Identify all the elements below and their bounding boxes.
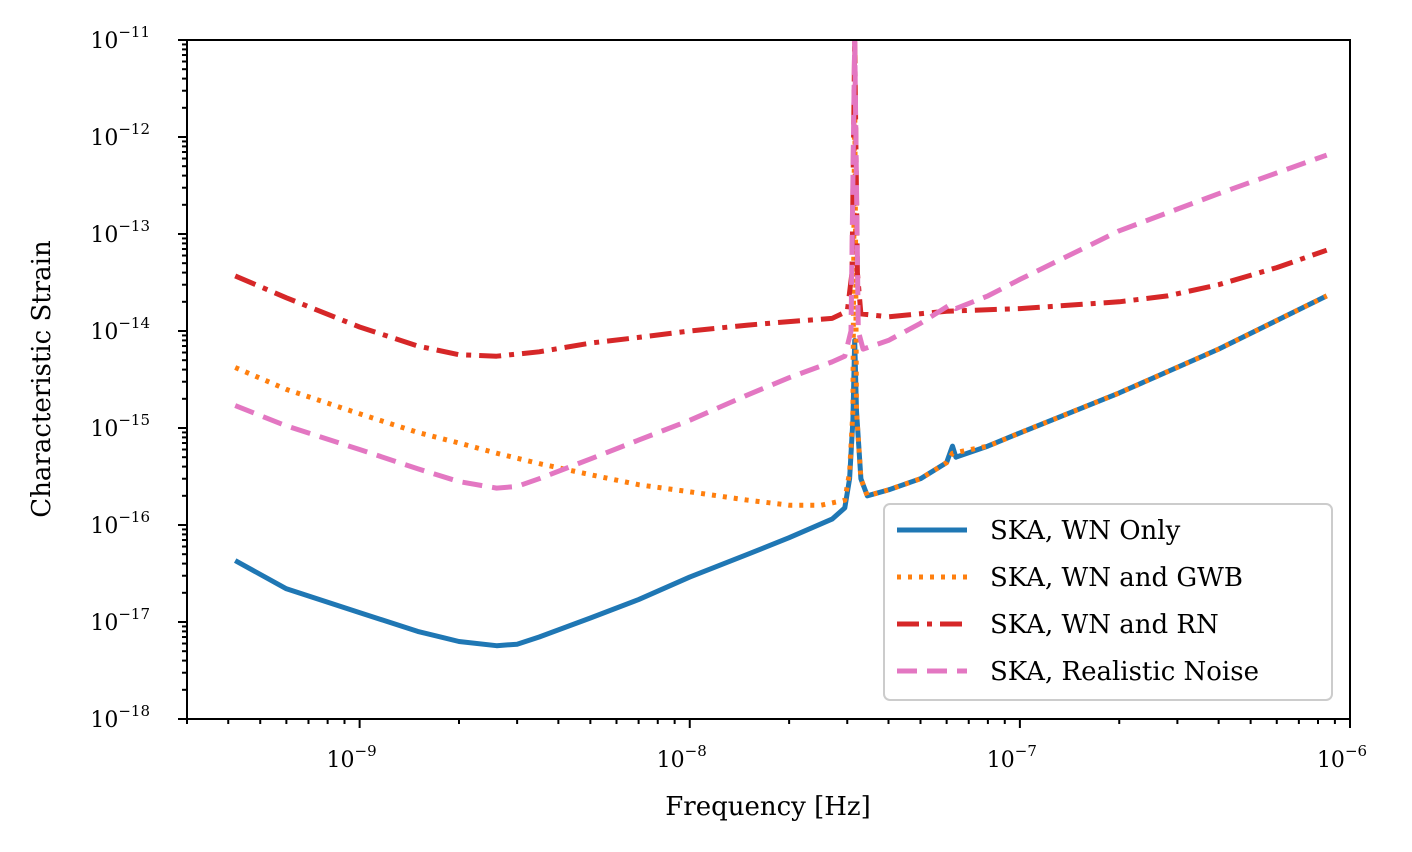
x-axis-label: Frequency [Hz]	[665, 792, 871, 822]
y-tick-label: 10−11	[90, 23, 150, 54]
legend-label-2: SKA, WN and GWB	[990, 563, 1243, 593]
y-tick-label: 10−17	[90, 605, 150, 636]
legend-label-4: SKA, Realistic Noise	[990, 657, 1259, 687]
y-tick-label: 10−14	[90, 314, 150, 345]
legend-label-3: SKA, WN and RN	[990, 610, 1219, 640]
x-axis: 10−9 10−8 10−7 10−6	[186, 719, 1367, 773]
y-tick-label: 10−18	[90, 702, 150, 733]
plot-frame	[186, 39, 1351, 720]
x-tick-label: 10−9	[327, 742, 377, 773]
legend: SKA, WN Only SKA, WN and GWB SKA, WN and R…	[883, 503, 1333, 701]
legend-box	[883, 503, 1333, 701]
x-tick-label: 10−7	[987, 742, 1037, 773]
series-line-4	[234, 40, 1328, 491]
y-axis-label: Characteristic Strain	[27, 240, 57, 518]
series-line-3	[234, 40, 1328, 359]
y-tick-label: 10−12	[90, 120, 150, 151]
y-axis: 10−11 10−12 10−13 10−14 10−15 10−16 10−17 10−18	[90, 23, 187, 733]
x-tick-label: 10−8	[657, 742, 707, 773]
y-tick-label: 10−16	[90, 508, 150, 539]
x-tick-label: 10−6	[1317, 742, 1367, 773]
y-tick-label: 10−13	[90, 217, 150, 248]
y-tick-label: 10−15	[90, 411, 150, 442]
series-layer	[233, 40, 1328, 649]
legend-label-1: SKA, WN Only	[990, 516, 1181, 546]
